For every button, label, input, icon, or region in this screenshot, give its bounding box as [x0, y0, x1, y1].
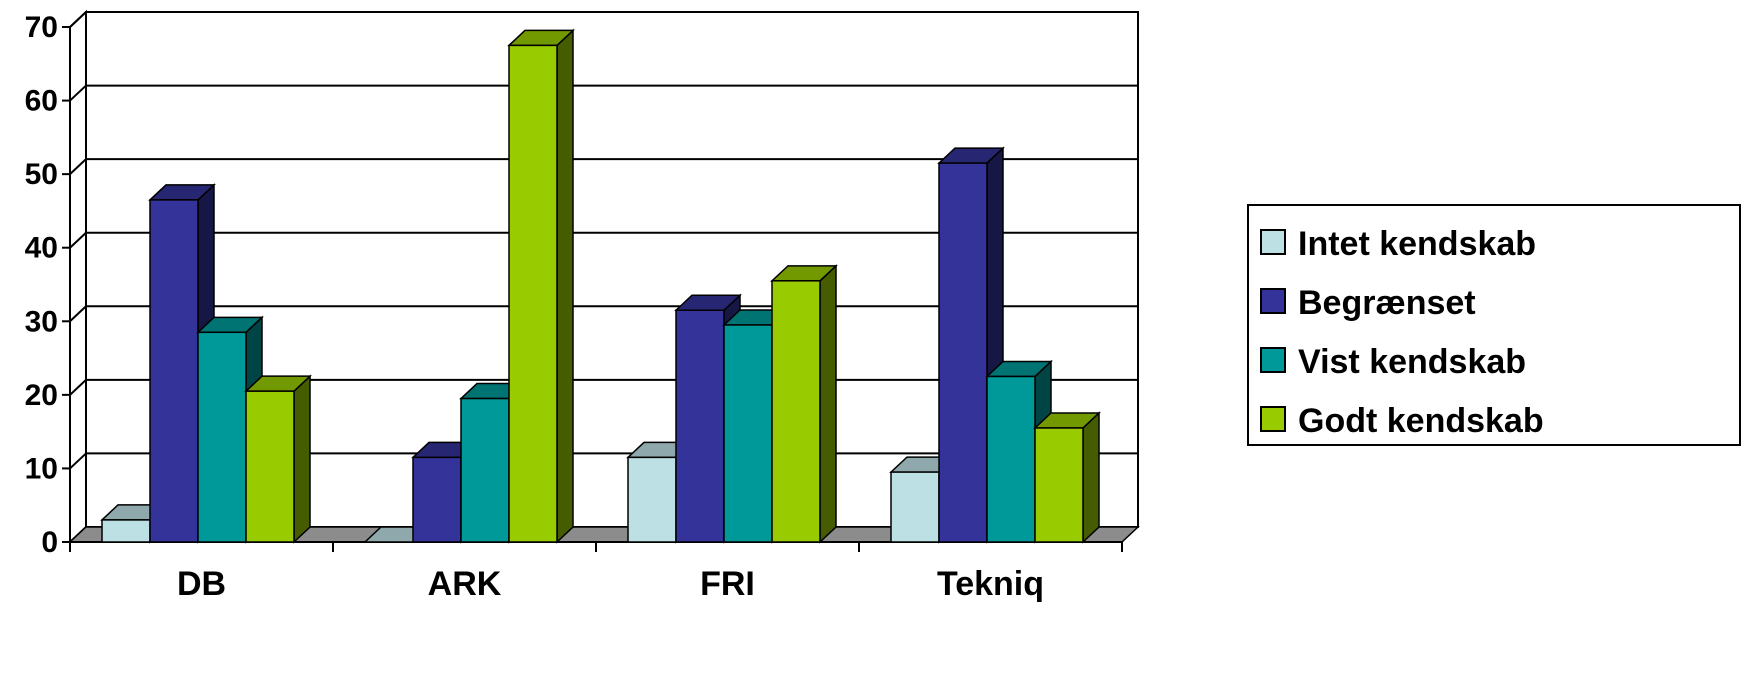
legend-label: Vist kendskab	[1298, 343, 1526, 381]
x-tick-label: Tekniq	[937, 565, 1044, 603]
x-tick-label: ARK	[428, 565, 502, 603]
bar-side	[1082, 411, 1100, 544]
bar	[723, 324, 773, 543]
y-tick-label: 30	[25, 305, 58, 338]
bar	[1034, 427, 1084, 543]
y-tick-label: 60	[25, 85, 58, 118]
legend	[1247, 204, 1741, 446]
bar	[627, 456, 677, 543]
side-wall	[69, 9, 87, 545]
gridline-side	[69, 305, 87, 323]
gridline-side	[69, 158, 87, 175]
legend-label: Begrænset	[1298, 284, 1476, 322]
bar	[890, 471, 940, 543]
legend-swatch	[1260, 288, 1286, 314]
legend-label: Godt kendskab	[1298, 402, 1544, 440]
gridline-side	[69, 379, 87, 396]
y-tick-label: 50	[25, 158, 58, 191]
x-tick-label: DB	[177, 565, 226, 603]
bar-side	[556, 28, 574, 544]
y-tick-label: 70	[25, 11, 58, 44]
bar	[508, 44, 558, 543]
bar	[986, 375, 1036, 543]
x-tick-label: FRI	[700, 565, 755, 603]
y-tick-label: 0	[41, 526, 58, 559]
bar	[412, 456, 462, 543]
gridline-side	[69, 11, 87, 28]
bar	[197, 331, 247, 543]
bar-side	[819, 264, 837, 544]
legend-swatch	[1260, 229, 1286, 255]
bar	[938, 162, 988, 543]
y-tick-label: 20	[25, 379, 58, 412]
gridline-side	[69, 231, 87, 249]
bar	[460, 397, 510, 543]
legend-label: Intet kendskab	[1298, 225, 1536, 263]
bar	[771, 280, 821, 543]
bar-side	[293, 374, 311, 544]
y-tick-label: 40	[25, 232, 58, 265]
bar	[245, 390, 295, 543]
y-tick-label: 10	[25, 452, 58, 485]
legend-swatch	[1260, 406, 1286, 432]
legend-swatch	[1260, 347, 1286, 373]
bar	[675, 309, 725, 543]
gridline-side	[69, 452, 87, 470]
gridline-side	[69, 84, 87, 102]
bar	[149, 199, 199, 543]
bar	[101, 519, 151, 543]
